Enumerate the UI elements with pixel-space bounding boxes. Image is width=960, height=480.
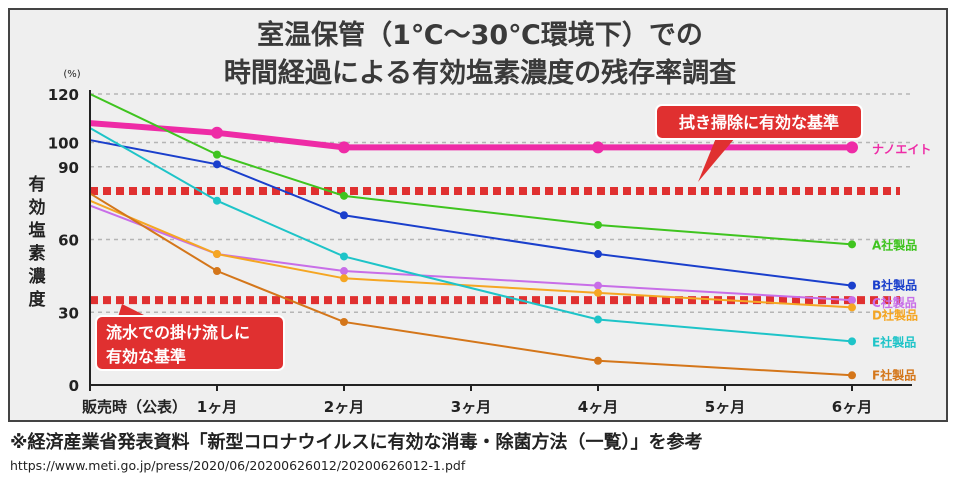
grid: 0 30 60 90 100 120 — [48, 86, 912, 395]
series-B社製品: B社製品 — [89, 139, 917, 293]
data-point — [592, 141, 604, 154]
callout-rinse-standard-line-1: 流水での掛け流しに — [106, 323, 250, 342]
series-line-D社製品 — [89, 199, 853, 309]
series-label-C社製品: C社製品 — [872, 295, 917, 310]
x-tick-label-1: 1ヶ月 — [197, 398, 237, 416]
series-F社製品: F社製品 — [89, 192, 916, 382]
data-point — [594, 315, 602, 324]
series-label-F社製品: F社製品 — [872, 367, 916, 382]
y-tick-label-90: 90 — [58, 159, 79, 177]
callout-pointer — [118, 304, 148, 317]
series-label-B社製品: B社製品 — [872, 278, 917, 293]
data-point — [594, 288, 602, 297]
data-point — [213, 160, 221, 169]
y-axis-unit: (%) — [63, 69, 80, 80]
series-ナノエイト: ナノエイト — [89, 120, 931, 156]
x-tick-label-0: 販売時（公表） — [82, 398, 187, 416]
axes: 販売時（公表） 1ヶ月 2ヶ月 3ヶ月 4ヶ月 5ヶ月 6ヶ月 — [82, 90, 912, 416]
data-point — [846, 141, 858, 154]
data-point — [213, 150, 221, 159]
data-point — [848, 281, 856, 290]
data-point — [848, 296, 856, 305]
callout-wipe-standard: 拭き掃除に有効な基準 — [655, 104, 863, 182]
y-axis-label: 有効塩素濃度 — [29, 174, 47, 310]
y-tick-label-120: 120 — [48, 86, 79, 104]
data-point — [213, 267, 221, 276]
y-tick-label-0: 0 — [69, 377, 79, 395]
data-point — [213, 250, 221, 259]
data-point — [338, 141, 350, 154]
data-point — [594, 220, 602, 229]
callout-pointer — [698, 138, 735, 182]
data-point — [594, 281, 602, 290]
callout-wipe-standard-text: 拭き掃除に有効な基準 — [679, 113, 839, 132]
data-point — [848, 371, 856, 380]
callout-box — [95, 315, 285, 371]
y-axis-label-text: 有効塩素濃度 — [29, 174, 47, 310]
data-point — [340, 252, 348, 261]
series-D社製品: D社製品 — [89, 199, 918, 322]
series-E社製品: E社製品 — [89, 127, 916, 349]
data-point — [211, 126, 223, 139]
data-point — [594, 356, 602, 365]
data-point — [340, 267, 348, 276]
x-tick-label-3: 3ヶ月 — [451, 398, 491, 416]
data-point — [848, 303, 856, 312]
data-point — [340, 191, 348, 200]
series-label-E社製品: E社製品 — [872, 334, 916, 349]
data-point — [848, 337, 856, 346]
chart-title-line-2: 時間経過による有効塩素濃度の残存率調査 — [224, 57, 736, 89]
series-C社製品: C社製品 — [89, 204, 917, 310]
y-tick-label-100: 100 — [48, 135, 79, 153]
series-label-A社製品: A社製品 — [872, 237, 917, 252]
data-point — [848, 240, 856, 249]
x-tick-label-5: 5ヶ月 — [705, 398, 745, 416]
data-point — [340, 274, 348, 283]
x-tick-label-6: 6ヶ月 — [832, 398, 872, 416]
data-point — [594, 250, 602, 259]
threshold-lines — [90, 187, 900, 305]
x-tick-label-4: 4ヶ月 — [578, 398, 618, 416]
source-url: https://www.meti.go.jp/press/2020/06/202… — [10, 458, 466, 473]
callout-box — [655, 104, 863, 140]
data-point — [340, 211, 348, 220]
y-tick-label-60: 60 — [58, 232, 79, 250]
footnote: ※経済産業省発表資料「新型コロナウイルスに有効な消毒・除菌方法（一覧）」を参考 — [10, 432, 703, 453]
series-label-ナノエイト: ナノエイト — [872, 142, 931, 156]
y-tick-label-30: 30 — [58, 304, 79, 322]
series-A社製品: A社製品 — [89, 93, 917, 252]
x-tick-label-2: 2ヶ月 — [324, 398, 364, 416]
series-label-D社製品: D社製品 — [872, 307, 918, 322]
data-point — [340, 317, 348, 326]
data-point — [213, 196, 221, 205]
chart-title-line-1: 室温保管（1℃～30℃環境下）での — [257, 19, 703, 51]
callout-rinse-standard-line-2: 有効な基準 — [106, 347, 186, 366]
